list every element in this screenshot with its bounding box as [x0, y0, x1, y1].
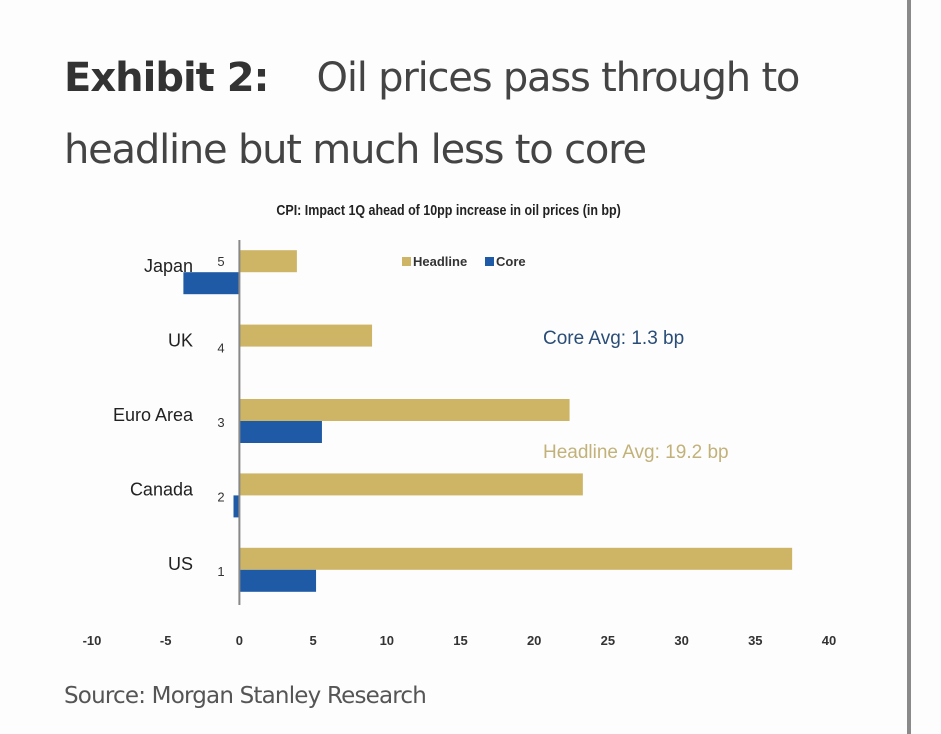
bar-headline-uk: [239, 324, 373, 347]
x-tick-label: 10: [380, 633, 394, 648]
bar-core-canada: [233, 495, 240, 518]
category-number: 2: [217, 489, 224, 504]
x-tick-label: 15: [453, 633, 467, 648]
category-number: 4: [217, 341, 224, 356]
bar-headline-japan: [239, 250, 297, 273]
x-tick-label: 35: [748, 633, 762, 648]
x-tick-labels: -10 -5 0 5 10 15 20 25 30 35 40: [83, 633, 837, 648]
legend-label-headline: Headline: [413, 254, 467, 269]
bar-core-us: [239, 569, 317, 592]
x-tick-label: 20: [527, 633, 541, 648]
category-label: Japan: [144, 256, 193, 276]
category-number: 3: [217, 415, 224, 430]
legend-label-core: Core: [496, 254, 526, 269]
bar-core-euro-area: [239, 421, 322, 443]
bar-headline-euro-area: [239, 399, 570, 421]
x-tick-label: 25: [601, 633, 615, 648]
exhibit-title-line2: headline but much less to core: [64, 127, 647, 173]
x-tick-label: 30: [674, 633, 688, 648]
category-label: UK: [168, 331, 193, 351]
exhibit-title: Exhibit 2: Oil prices pass through to hea…: [64, 42, 884, 186]
page-right-border: [907, 0, 911, 734]
source-note: Source: Morgan Stanley Research: [64, 683, 427, 709]
bar-core-japan: [183, 272, 240, 295]
legend: Headline Core: [402, 254, 526, 269]
chart-title: CPI: Impact 1Q ahead of 10pp increase in…: [276, 203, 621, 219]
x-tick-label: 40: [822, 633, 836, 648]
core-average-annotation: Core Avg: 1.3 bp: [543, 328, 684, 349]
x-tick-label: -5: [160, 633, 172, 648]
category-label: US: [168, 554, 193, 574]
exhibit-label: Exhibit 2:: [64, 55, 270, 101]
headline-average-annotation: Headline Avg: 19.2 bp: [543, 442, 729, 463]
x-tick-label: -10: [83, 633, 102, 648]
x-tick-label: 5: [309, 633, 316, 648]
category-labels: US 1 Canada 2 Euro Area 3 UK 4 Japan 5: [113, 254, 225, 579]
bars-group: [183, 250, 793, 592]
exhibit-title-line1: Oil prices pass through to: [316, 55, 801, 101]
x-tick-label: 0: [236, 633, 243, 648]
legend-swatch-headline: [402, 257, 411, 266]
category-number: 5: [217, 254, 224, 269]
bar-headline-canada: [239, 473, 583, 496]
category-label: Euro Area: [113, 405, 194, 425]
category-label: Canada: [130, 479, 194, 499]
legend-swatch-core: [485, 257, 494, 266]
bar-headline-us: [239, 547, 793, 570]
category-number: 1: [217, 564, 224, 579]
